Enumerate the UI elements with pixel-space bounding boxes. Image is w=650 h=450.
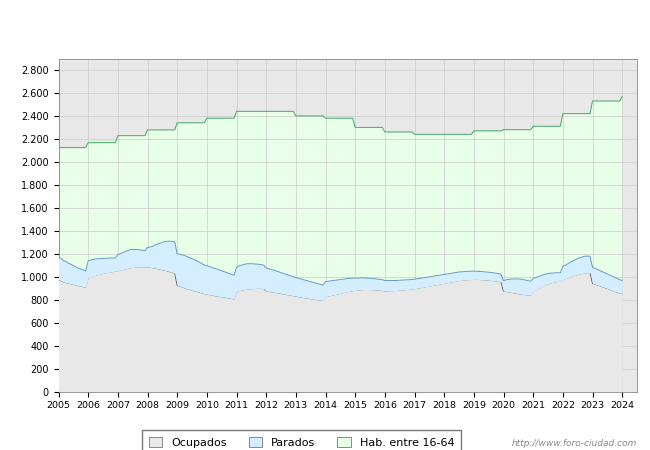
- Legend: Ocupados, Parados, Hab. entre 16-64: Ocupados, Parados, Hab. entre 16-64: [142, 430, 461, 450]
- Text: http://www.foro-ciudad.com: http://www.foro-ciudad.com: [512, 439, 637, 448]
- Text: Castellbell i el Vilar - Evolucion de la poblacion en edad de Trabajar Mayo de 2: Castellbell i el Vilar - Evolucion de la…: [82, 21, 568, 33]
